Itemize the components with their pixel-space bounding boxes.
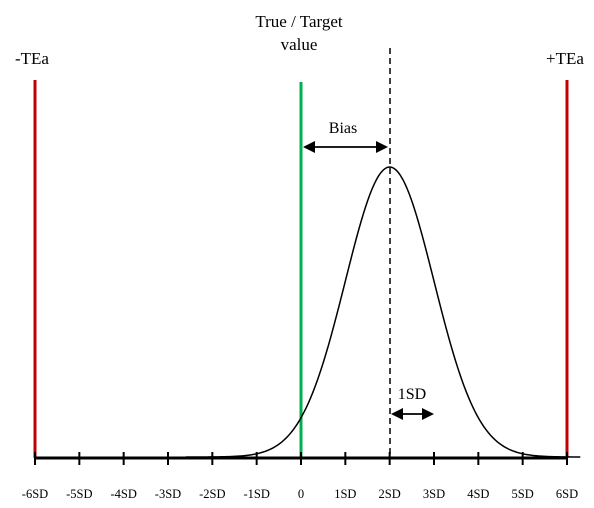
minus-tea-label: -TEa xyxy=(15,49,49,68)
x-axis-tick-label: 5SD xyxy=(512,487,534,501)
true-target-label-line2: value xyxy=(281,35,318,54)
x-axis-tick-label: 2SD xyxy=(379,487,401,501)
x-axis-tick-label: -6SD xyxy=(22,487,48,501)
bias-label: Bias xyxy=(329,120,357,137)
x-axis-tick-label: 1SD xyxy=(334,487,356,501)
x-axis-tick-label: 3SD xyxy=(423,487,445,501)
bias-arrow xyxy=(303,141,388,153)
one-sd-arrow xyxy=(391,408,434,420)
x-axis-tick-label: -5SD xyxy=(66,487,92,501)
one-sd-label: 1SD xyxy=(398,386,426,403)
x-axis-tick-label: 4SD xyxy=(467,487,489,501)
x-axis-tick-label: -4SD xyxy=(110,487,136,501)
true-target-label-line1: True / Target xyxy=(255,12,343,31)
x-axis-tick-labels: -6SD -5SD -4SD -3SD -2SD -1SD 0 1SD 2SD 3SD 4SD 5SD… xyxy=(22,487,578,501)
gaussian-curve xyxy=(185,166,581,458)
x-axis-ticks xyxy=(34,452,568,465)
x-axis-tick-label: -1SD xyxy=(243,487,269,501)
x-axis-tick-label: 6SD xyxy=(556,487,578,501)
one-sd-arrow-left-head xyxy=(391,408,403,420)
bias-arrow-left-head xyxy=(303,141,315,153)
x-axis-tick-label: -2SD xyxy=(199,487,225,501)
one-sd-arrow-right-head xyxy=(422,408,434,420)
bias-arrow-right-head xyxy=(376,141,388,153)
x-axis-tick-label: 0 xyxy=(298,487,304,501)
plus-tea-label: +TEa xyxy=(546,49,584,68)
x-axis-tick-label: -3SD xyxy=(155,487,181,501)
